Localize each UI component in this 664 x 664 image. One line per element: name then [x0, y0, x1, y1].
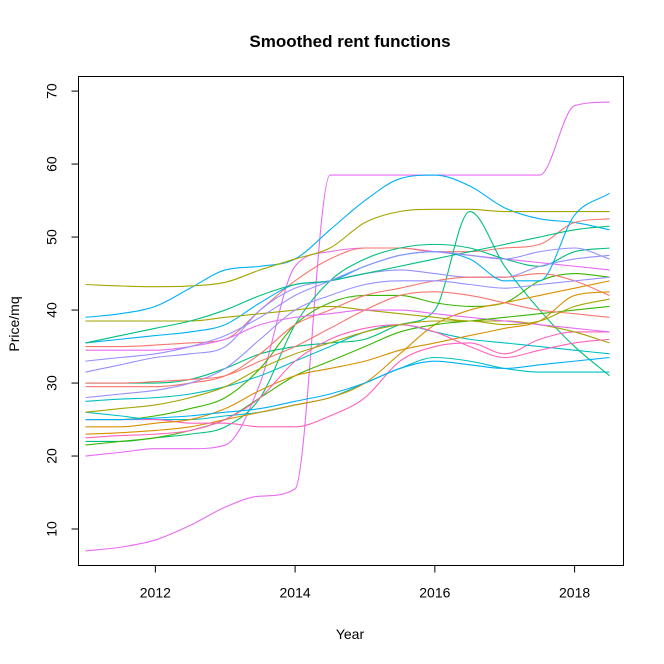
series-line: [85, 243, 610, 442]
series-line: [85, 305, 610, 446]
x-tick-label: 2018: [559, 585, 590, 601]
series-line: [85, 218, 610, 348]
series-line: [85, 280, 610, 435]
plot-frame: [78, 76, 624, 566]
series-line: [85, 247, 610, 457]
x-tick-label: 2016: [419, 585, 450, 601]
series-line: [85, 356, 610, 421]
x-tick-label: 2014: [280, 585, 311, 601]
series-line: [85, 192, 610, 344]
y-axis-label: Price/mq: [6, 296, 22, 351]
y-tick-label: 10: [44, 521, 60, 537]
y-tick-label: 30: [44, 375, 60, 391]
series-line: [85, 324, 610, 439]
series-line: [85, 247, 610, 362]
chart-title: Smoothed rent functions: [249, 32, 450, 51]
series-line: [85, 276, 610, 399]
series-line: [85, 305, 610, 344]
y-tick-label: 60: [44, 156, 60, 172]
series-layer: [85, 101, 610, 552]
series-line: [85, 356, 610, 421]
series-line: [85, 208, 610, 288]
y-tick-label: 70: [44, 83, 60, 99]
series-line: [85, 225, 610, 344]
series-line: [85, 309, 610, 351]
series-line: [85, 210, 610, 384]
y-tick-label: 50: [44, 229, 60, 245]
series-line: [85, 273, 610, 388]
y-tick-label: 40: [44, 302, 60, 318]
series-line: [85, 174, 610, 318]
series-line: [85, 291, 610, 428]
series-line: [85, 291, 610, 384]
series-line: [85, 101, 610, 552]
series-line: [85, 298, 610, 413]
x-axis-label: Year: [336, 626, 365, 642]
x-tick-label: 2012: [140, 585, 171, 601]
series-line: [85, 273, 610, 421]
axes-layer: 2012 2014 2016 2018 10 20 30 40 50 60 70: [44, 83, 591, 600]
y-tick-label: 20: [44, 448, 60, 464]
series-line: [85, 324, 610, 402]
